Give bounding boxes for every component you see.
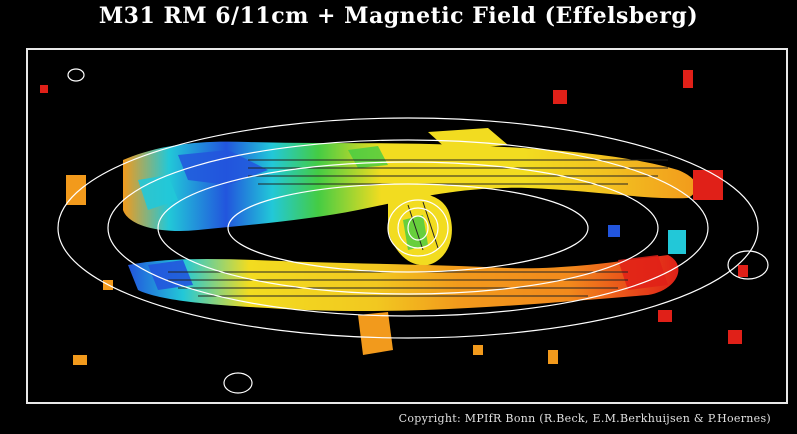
copyright-notice: Copyright: MPIfR Bonn (R.Beck, E.M.Berkh…	[398, 412, 771, 425]
rotation-measure-map	[40, 68, 769, 394]
map-frame	[26, 48, 788, 404]
figure-title: M31 RM 6/11cm + Magnetic Field (Effelsbe…	[98, 3, 699, 29]
magnetic-field-vectors	[168, 159, 668, 297]
total-intensity-contours	[57, 68, 769, 394]
lower-arm-region	[128, 255, 679, 355]
central-bulge-region	[388, 193, 452, 266]
